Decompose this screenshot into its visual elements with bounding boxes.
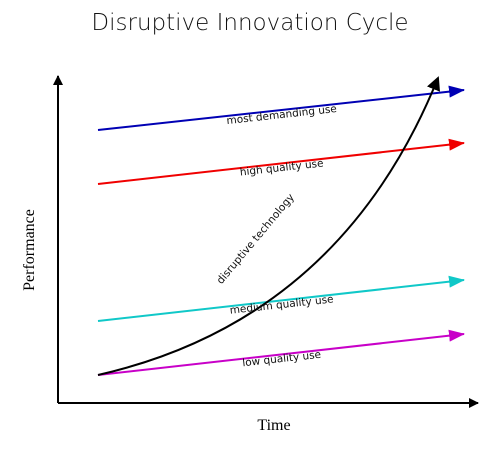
line-label: most demanding use [226,103,338,127]
line-label: medium quality use [229,293,334,316]
title: Disruptive Innovation Cycle [91,10,408,36]
medium-line [97,275,465,322]
low-line [97,329,465,376]
disruptive-curve [97,76,440,376]
line-label: low quality use [242,349,322,370]
x-axis-label: Time [257,417,290,434]
line-label: disruptive technology [214,192,297,287]
y-axis-label: Performance [21,209,38,291]
line-label: high quality use [239,157,324,178]
demanding-line [97,85,465,131]
